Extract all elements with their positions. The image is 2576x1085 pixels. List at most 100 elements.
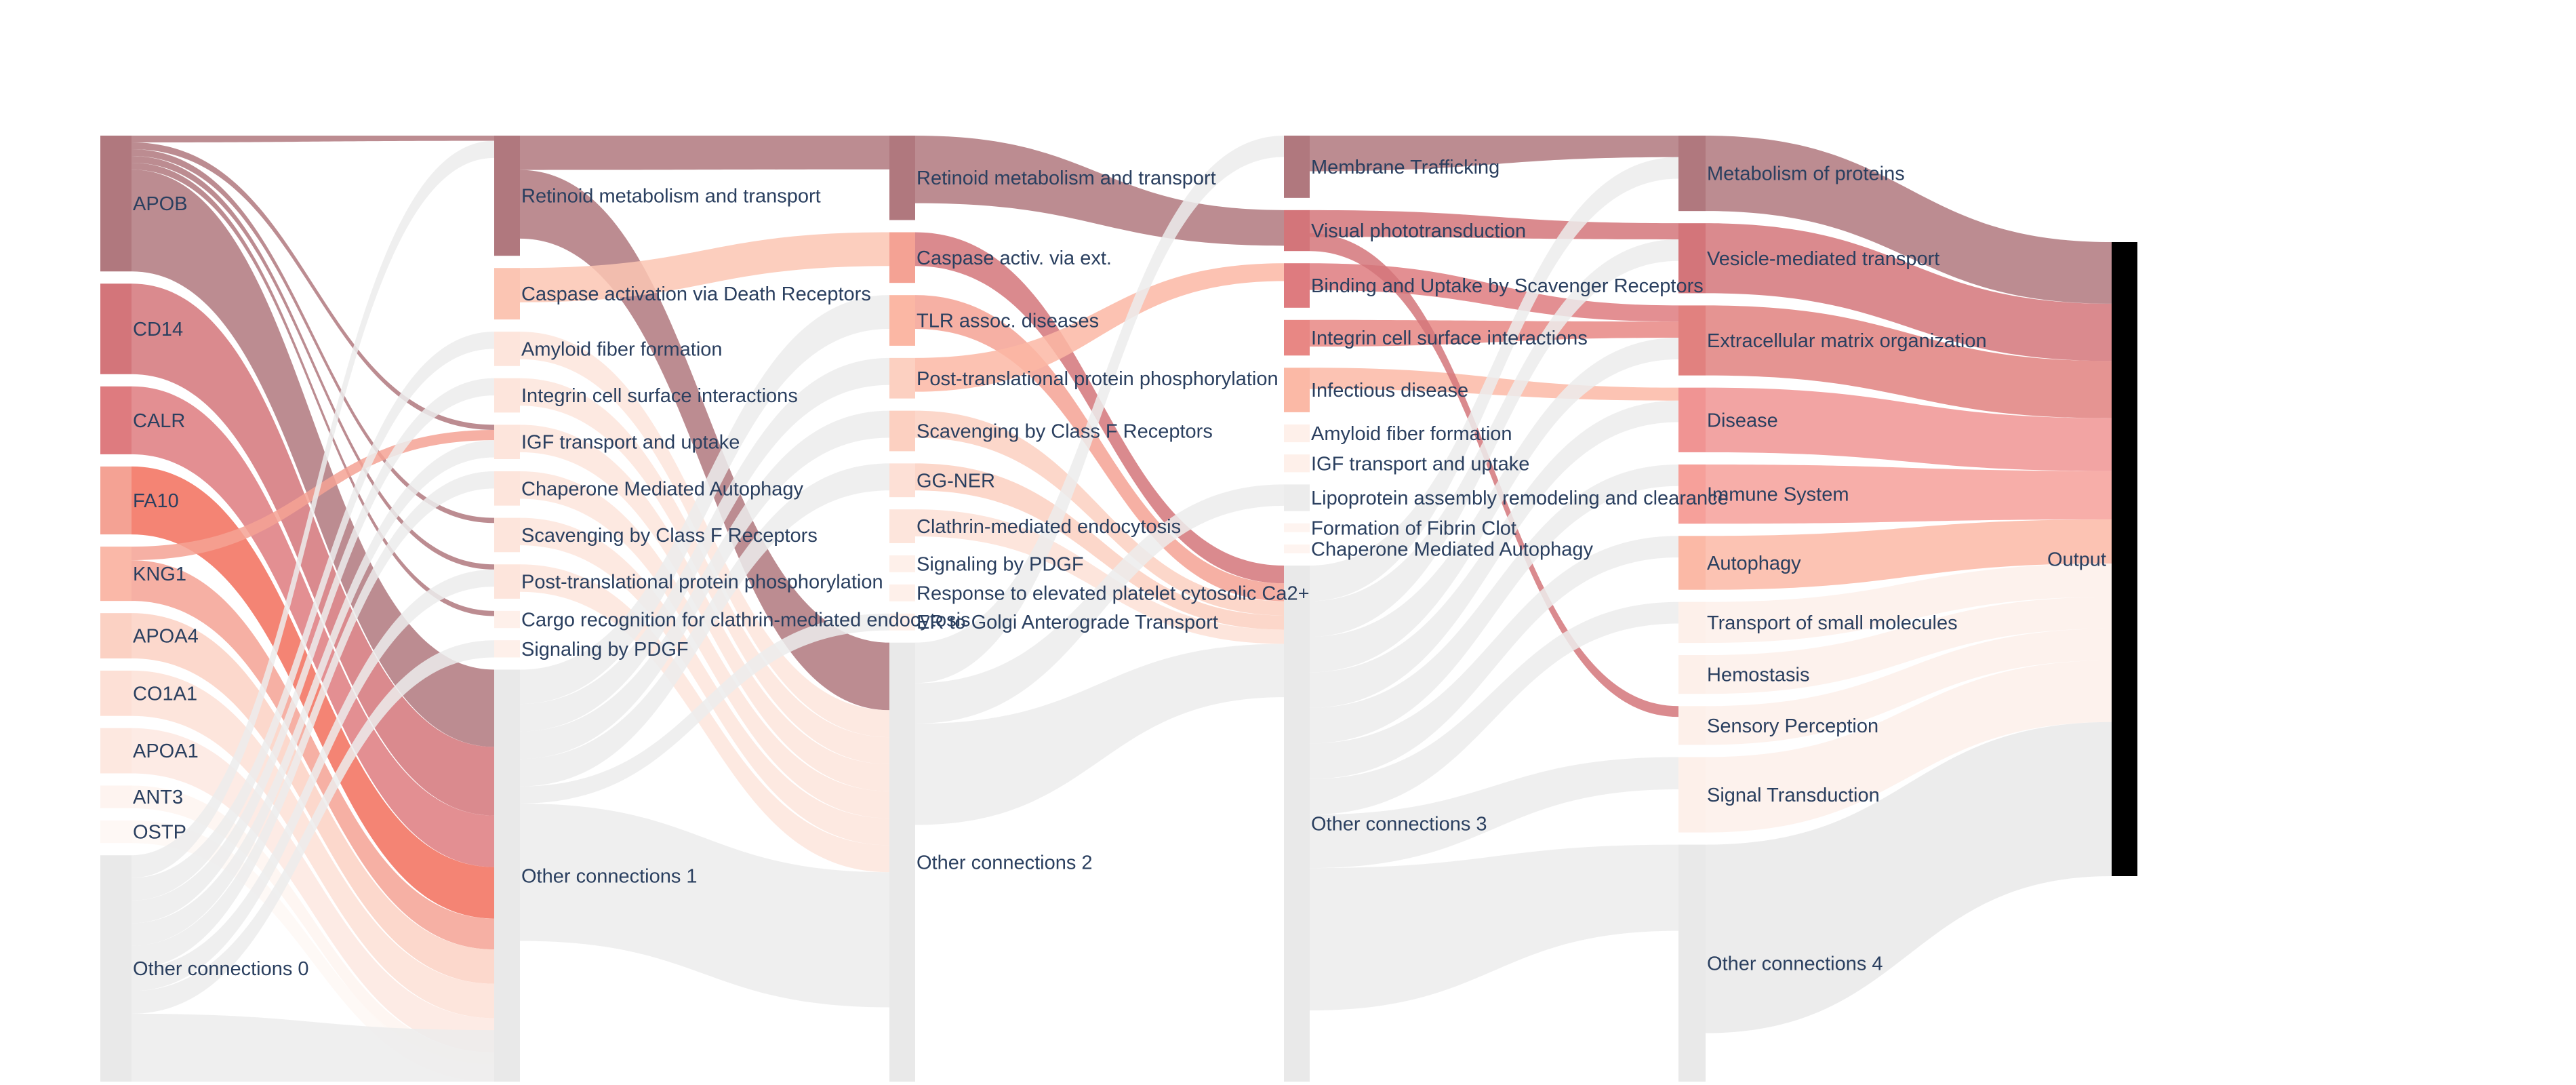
sankey-node[interactable] <box>1678 844 1706 1082</box>
sankey-node[interactable] <box>100 283 132 374</box>
sankey-node-label: TLR assoc. diseases <box>917 311 1099 332</box>
sankey-link <box>520 357 889 732</box>
sankey-link <box>1310 157 1678 601</box>
sankey-link <box>520 232 889 302</box>
sankey-node-label: IGF transport and uptake <box>521 432 740 454</box>
sankey-link <box>520 295 889 705</box>
sankey-node[interactable] <box>1678 387 1706 452</box>
sankey-link <box>132 613 494 984</box>
sankey-node[interactable] <box>494 425 520 459</box>
sankey-node[interactable] <box>100 547 132 601</box>
sankey-node[interactable] <box>1678 536 1706 590</box>
sankey-node[interactable] <box>1284 565 1310 1082</box>
sankey-node[interactable] <box>889 509 915 543</box>
sankey-link <box>520 425 889 791</box>
sankey-link <box>132 429 494 561</box>
sankey-node-label: Integrin cell surface interactions <box>521 385 798 407</box>
sankey-node[interactable] <box>494 332 520 366</box>
sankey-link <box>132 136 494 143</box>
sankey-node[interactable] <box>889 463 915 498</box>
sankey-node[interactable] <box>494 268 520 320</box>
sankey-node[interactable] <box>889 584 915 601</box>
sankey-node[interactable] <box>1284 136 1310 198</box>
sankey-node[interactable] <box>100 785 132 808</box>
sankey-node[interactable] <box>494 517 520 553</box>
sankey-link <box>1310 210 1678 239</box>
sankey-node[interactable] <box>889 295 915 346</box>
sankey-node[interactable] <box>889 357 915 399</box>
sankey-node-label: CO1A1 <box>133 683 197 705</box>
sankey-node[interactable] <box>1678 757 1706 833</box>
sankey-node-label: IGF transport and uptake <box>1311 453 1529 475</box>
sankey-link <box>1706 563 2112 644</box>
sankey-node[interactable] <box>100 136 132 272</box>
sankey-node[interactable] <box>100 855 132 1082</box>
sankey-node-label: Caspase activ. via ext. <box>917 248 1112 269</box>
sankey-node[interactable] <box>1284 210 1310 252</box>
sankey-node-label: Retinoid metabolism and transport <box>521 186 821 208</box>
sankey-node[interactable] <box>1678 464 1706 524</box>
sankey-node[interactable] <box>1284 484 1310 511</box>
sankey-node[interactable] <box>1284 319 1310 356</box>
sankey-node[interactable] <box>100 728 132 774</box>
sankey-link <box>1310 844 1678 1011</box>
sankey-node[interactable] <box>889 613 915 631</box>
sankey-node[interactable] <box>100 613 132 658</box>
sankey-node-label: Hemostasis <box>1707 665 1810 686</box>
sankey-link <box>915 644 1284 825</box>
sankey-node[interactable] <box>1678 305 1706 376</box>
sankey-node-label: Cargo recognition for clathrin-mediated … <box>521 610 971 631</box>
sankey-node[interactable] <box>889 232 915 283</box>
sankey-link <box>520 613 889 804</box>
sankey-node[interactable] <box>1284 368 1310 412</box>
sankey-node[interactable] <box>1678 601 1706 644</box>
sankey-node[interactable] <box>494 378 520 413</box>
sankey-node[interactable] <box>889 642 915 1082</box>
sankey-node-label: APOB <box>133 193 188 215</box>
sankey-node[interactable] <box>2112 242 2137 876</box>
sankey-node[interactable] <box>1678 706 1706 745</box>
sankey-node[interactable] <box>494 136 520 256</box>
sankey-link <box>132 163 494 616</box>
sankey-link <box>520 410 889 760</box>
sankey-node[interactable] <box>1284 424 1310 443</box>
sankey-link <box>132 283 494 816</box>
sankey-node-label: Autophagy <box>1707 553 1801 574</box>
sankey-node[interactable] <box>1678 655 1706 694</box>
sankey-node[interactable] <box>494 610 520 629</box>
sankey-link <box>1310 536 1678 779</box>
sankey-node[interactable] <box>1678 223 1706 294</box>
sankey-node[interactable] <box>1284 544 1310 553</box>
sankey-node[interactable] <box>494 471 520 506</box>
sankey-node[interactable] <box>100 820 132 844</box>
sankey-node[interactable] <box>1284 523 1310 532</box>
sankey-node[interactable] <box>494 669 520 1082</box>
sankey-node-label: Metabolism of proteins <box>1707 163 1905 185</box>
sankey-node-label: Lipoprotein assembly remodeling and clea… <box>1311 488 1729 509</box>
sankey-node[interactable] <box>1678 136 1706 212</box>
sankey-node-label: Post-translational protein phosphorylati… <box>521 572 883 593</box>
sankey-node-label: Chaperone Mediated Autophagy <box>1311 538 1593 560</box>
sankey-link <box>1310 757 1678 869</box>
sankey-node[interactable] <box>100 466 132 535</box>
labels-layer: APOB CD14 CALR FA10 KNG1 APOA4 CO1A1 APOA1 ANT3 O… <box>133 157 2106 980</box>
sankey-node[interactable] <box>100 670 132 716</box>
sankey-link <box>132 378 494 924</box>
sankey-node[interactable] <box>494 640 520 658</box>
sankey-node[interactable] <box>889 136 915 220</box>
sankey-node[interactable] <box>889 410 915 452</box>
sankey-node[interactable] <box>494 564 520 599</box>
sankey-link <box>520 517 889 846</box>
sankey-link <box>1706 223 2112 361</box>
sankey-link <box>132 440 494 946</box>
sankey-link <box>1310 464 1678 744</box>
sankey-link <box>1706 519 2112 590</box>
sankey-link <box>520 803 889 1008</box>
sankey-link <box>1706 305 2112 418</box>
sankey-node[interactable] <box>1284 454 1310 473</box>
sankey-node[interactable] <box>889 555 915 572</box>
sankey-node[interactable] <box>1284 263 1310 308</box>
sankey-node[interactable] <box>100 386 132 454</box>
sankey-link <box>520 463 889 787</box>
sankey-node-label: Post-translational protein phosphorylati… <box>917 368 1279 390</box>
